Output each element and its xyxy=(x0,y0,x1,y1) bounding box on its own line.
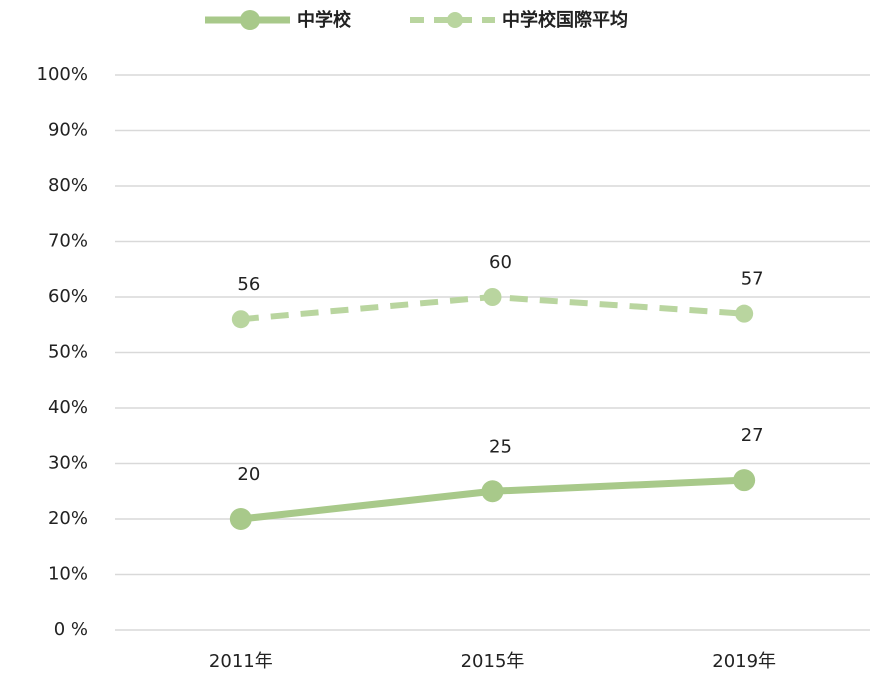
data-label: 56 xyxy=(237,274,260,295)
data-label: 57 xyxy=(741,269,764,290)
x-tick-label: 2019年 xyxy=(712,651,776,672)
y-tick-label: 50% xyxy=(48,342,88,363)
data-point xyxy=(735,304,754,323)
x-tick-label: 2011年 xyxy=(209,651,273,672)
data-label: 60 xyxy=(489,252,512,273)
data-label: 20 xyxy=(237,464,260,485)
data-label: 25 xyxy=(489,436,512,457)
data-label: 27 xyxy=(741,425,764,446)
y-tick-label: 0 % xyxy=(54,619,88,640)
y-tick-label: 60% xyxy=(48,286,88,307)
legend-marker xyxy=(240,10,260,30)
legend-label: 中学校国際平均 xyxy=(502,9,628,31)
data-point xyxy=(231,310,250,329)
legend-label: 中学校 xyxy=(297,9,352,31)
y-tick-label: 40% xyxy=(48,397,88,418)
y-tick-label: 10% xyxy=(48,564,88,585)
data-point xyxy=(733,469,756,492)
data-point xyxy=(229,508,252,530)
legend-marker xyxy=(447,12,463,28)
y-tick-label: 30% xyxy=(48,453,88,474)
data-point xyxy=(483,288,502,306)
x-tick-label: 2015年 xyxy=(461,651,525,672)
y-tick-label: 100% xyxy=(37,64,88,85)
y-tick-label: 20% xyxy=(48,508,88,529)
y-tick-label: 90% xyxy=(48,120,88,141)
y-tick-label: 70% xyxy=(48,231,88,252)
y-tick-label: 80% xyxy=(48,175,88,196)
data-point xyxy=(481,480,504,503)
